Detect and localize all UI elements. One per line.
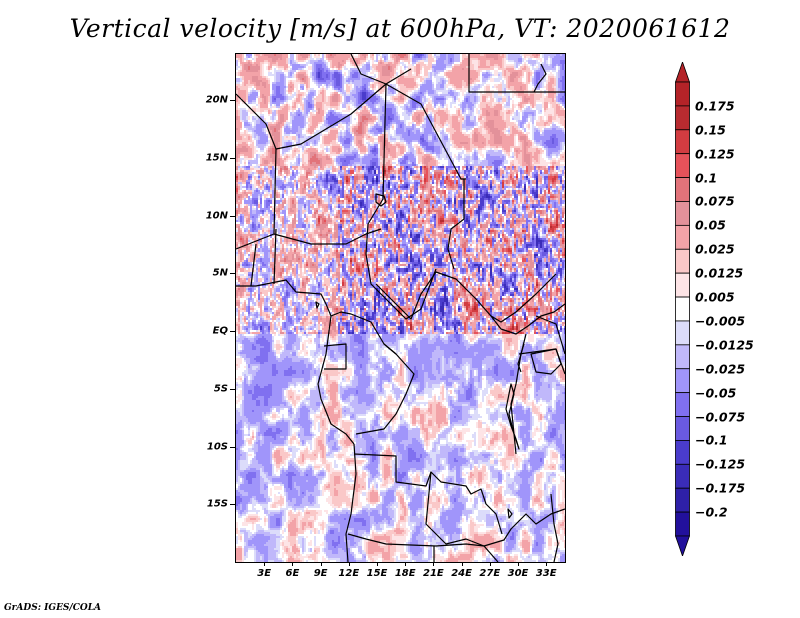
lon-tick-mark — [462, 562, 463, 566]
lon-tick-label: 18E — [395, 568, 416, 579]
colorbar-swatch — [676, 130, 690, 154]
lat-tick-mark — [230, 100, 236, 101]
colorbar-label: 0.175 — [695, 98, 735, 113]
lat-tick-mark — [230, 389, 236, 390]
colorbar-swatch — [676, 82, 690, 106]
map-panel — [236, 54, 565, 562]
colorbar-swatch — [676, 464, 690, 488]
lon-tick-mark — [377, 562, 378, 566]
lat-tick-label: 15S — [207, 499, 228, 510]
lat-tick-mark — [230, 504, 236, 505]
lat-tick-mark — [230, 331, 236, 332]
colorbar-label: 0.05 — [695, 218, 726, 233]
lon-tick-mark — [490, 562, 491, 566]
colorbar-swatch — [676, 106, 690, 130]
lon-tick-label: 12E — [338, 568, 359, 579]
colorbar-label: −0.175 — [695, 481, 745, 496]
colorbar-label: 0.025 — [695, 242, 735, 257]
colorbar-label: 0.1 — [695, 170, 717, 185]
colorbar-swatch — [676, 321, 690, 345]
lat-tick-label: 10S — [207, 441, 228, 452]
lat-tick-mark — [230, 216, 236, 217]
colorbar-label: −0.125 — [695, 457, 745, 472]
colorbar-swatch — [676, 488, 690, 512]
colorbar-swatch — [676, 178, 690, 202]
colorbar-swatch — [676, 273, 690, 297]
lon-tick-mark — [264, 562, 265, 566]
lon-tick-label: 3E — [257, 568, 271, 579]
lon-tick-mark — [405, 562, 406, 566]
colorbar-label: 0.075 — [695, 194, 735, 209]
colorbar-swatch — [676, 297, 690, 321]
colorbar-label: −0.0125 — [695, 337, 754, 352]
lon-tick-label: 21E — [423, 568, 444, 579]
lat-tick-label: 5S — [214, 383, 228, 394]
lat-tick-label: 10N — [206, 210, 228, 221]
colorbar-swatch — [676, 345, 690, 369]
colorbar-swatch — [676, 225, 690, 249]
lon-tick-mark — [349, 562, 350, 566]
lat-tick-label: 15N — [206, 152, 228, 163]
chart-title: Vertical velocity [m/s] at 600hPa, VT: 2… — [0, 14, 800, 43]
lon-tick-mark — [292, 562, 293, 566]
colorbar-label: −0.005 — [695, 313, 745, 328]
grads-credit: GrADS: IGES/COLA — [4, 603, 101, 613]
lon-tick-label: 9E — [314, 568, 328, 579]
lon-tick-label: 30E — [508, 568, 529, 579]
lon-tick-label: 24E — [451, 568, 472, 579]
colorbar — [675, 62, 690, 556]
colorbar-swatch — [676, 249, 690, 273]
colorbar-label: 0.125 — [695, 146, 735, 161]
lat-tick-mark — [230, 158, 236, 159]
lon-tick-label: 6E — [285, 568, 299, 579]
colorbar-extend-min — [676, 536, 690, 556]
colorbar-label: 0.005 — [695, 290, 735, 305]
colorbar-swatch — [676, 512, 690, 536]
colorbar-swatch — [676, 417, 690, 441]
colorbar-extend-max — [676, 62, 690, 82]
colorbar-swatch — [676, 393, 690, 417]
lon-tick-label: 27E — [479, 568, 500, 579]
colorbar-label: −0.2 — [695, 505, 728, 520]
colorbar-label: −0.1 — [695, 433, 728, 448]
lon-tick-mark — [546, 562, 547, 566]
colorbar-swatch — [676, 369, 690, 393]
lon-tick-mark — [433, 562, 434, 566]
colorbar-swatch — [676, 440, 690, 464]
lon-tick-label: 33E — [536, 568, 557, 579]
lat-tick-label: 20N — [206, 95, 228, 106]
colorbar-swatch — [676, 154, 690, 178]
lat-tick-label: EQ — [213, 326, 228, 337]
lon-tick-mark — [518, 562, 519, 566]
colorbar-label: 0.0125 — [695, 266, 743, 281]
lat-tick-mark — [230, 273, 236, 274]
colorbar-label: −0.05 — [695, 385, 736, 400]
lon-tick-label: 15E — [367, 568, 388, 579]
colorbar-swatch — [676, 201, 690, 225]
colorbar-label: −0.025 — [695, 361, 745, 376]
lat-tick-label: 5N — [213, 268, 228, 279]
colorbar-label: 0.15 — [695, 122, 726, 137]
colorbar-label: −0.075 — [695, 409, 745, 424]
map-frame-border — [235, 53, 566, 563]
lat-tick-mark — [230, 447, 236, 448]
lon-tick-mark — [321, 562, 322, 566]
